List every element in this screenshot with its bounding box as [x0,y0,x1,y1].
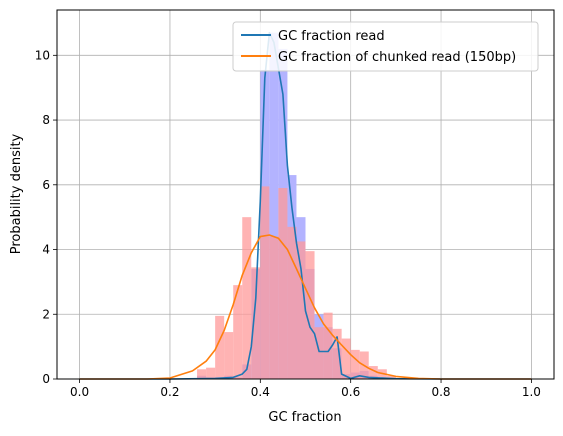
histogram-bar [233,285,243,379]
histogram-bar [251,267,261,379]
y-tick-label: 4 [42,243,50,257]
histogram-bar [224,332,234,379]
y-tick-label: 0 [42,372,50,386]
histogram-bar [350,349,360,379]
x-axis-label: GC fraction [268,410,341,425]
histogram-bar [368,366,378,379]
histogram-bar [197,369,207,379]
histogram-bar [314,327,324,379]
histogram-bar [296,241,306,379]
histogram-bar [260,186,270,379]
histogram-bar [242,217,252,379]
histogram-bar [206,367,216,379]
histogram-bar [278,188,288,379]
y-tick-label: 2 [42,307,50,321]
series-line [79,31,532,380]
y-tick-label: 6 [42,178,50,192]
y-axis-label: Probability density [9,133,24,254]
histogram-bar [305,251,315,379]
series-lines [79,31,532,380]
x-tick-label: 0.6 [341,385,360,399]
legend-label-chunked-read: GC fraction of chunked read (150bp) [278,50,516,65]
histograms [197,32,396,380]
series-line [79,234,532,380]
y-axis-ticks: 0 2 4 6 8 10 [35,48,57,386]
x-tick-label: 0.2 [160,385,179,399]
histogram-bar [269,236,279,379]
x-tick-label: 0.0 [70,385,89,399]
histogram-bar [287,226,297,379]
histogram-bar [323,312,333,379]
x-tick-label: 1.0 [522,385,541,399]
histogram-bar [386,375,396,379]
histogram-bar [341,338,351,379]
x-tick-label: 0.8 [431,385,450,399]
y-tick-label: 8 [42,113,50,127]
legend-box [232,21,539,72]
plot-frame [56,9,555,380]
legend-label-gc-read: GC fraction read [278,29,385,44]
histogram-bar [215,315,225,379]
x-tick-label: 0.4 [251,385,270,399]
x-axis-ticks: 0.0 0.2 0.4 0.6 0.8 1.0 [70,379,541,399]
histogram-bar [332,328,342,379]
y-tick-label: 10 [35,48,50,62]
legend: GC fraction read GC fraction of chunked … [232,21,539,72]
histogram-bar [269,32,279,379]
